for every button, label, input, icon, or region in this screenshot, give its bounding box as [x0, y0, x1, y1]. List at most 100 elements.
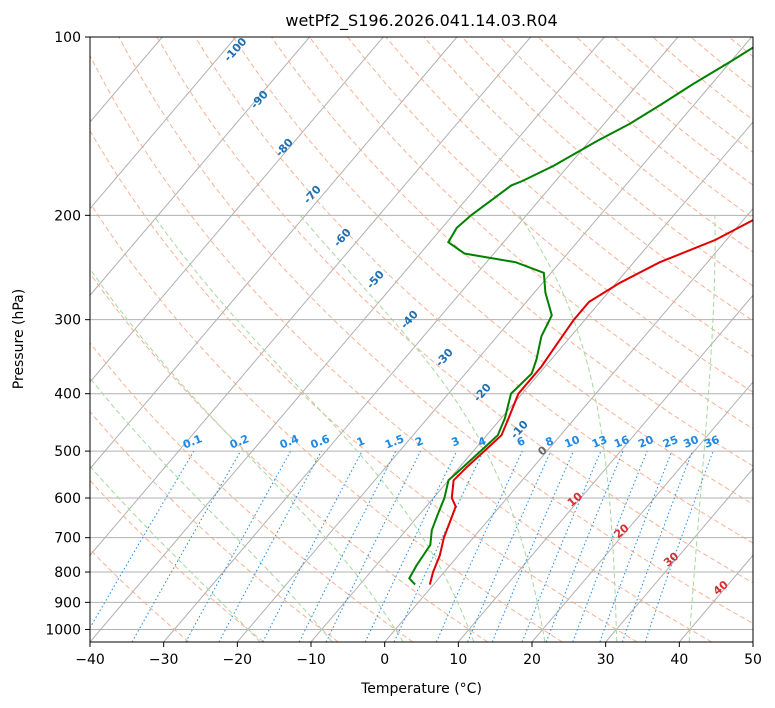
mixing-ratio-label: 1.5 [383, 432, 406, 451]
isotherm--30 [163, 37, 679, 642]
dry-adiabat-20 [90, 202, 563, 642]
pseudo-adiabat-label: -30 [433, 346, 456, 370]
pseudo-adiabat-label: -20 [471, 381, 494, 405]
mixing-ratio-label: 0.2 [228, 432, 251, 451]
dry-adiabat-40 [90, 54, 712, 642]
dry-adiabat-220 [767, 37, 775, 642]
mixing-ratio-line-10 [491, 450, 574, 642]
dry-adiabat-50 [118, 37, 753, 624]
x-tick-label: −20 [223, 652, 253, 668]
isotherm--60 [90, 37, 458, 470]
mixing-ratio-label: 25 [661, 433, 680, 451]
dry-adiabat-80 [232, 37, 753, 505]
mixing-ratio-label: 10 [563, 433, 582, 451]
isotherm-50 [752, 641, 753, 642]
mixing-ratio-label: 16 [612, 433, 631, 451]
isotherm-10 [457, 294, 753, 642]
dry-adiabat-100 [309, 37, 753, 430]
dry-adiabat-60 [156, 37, 753, 584]
mixing-ratio-label: 0.4 [278, 432, 301, 451]
moist-adiabat-30 [518, 215, 618, 642]
dry-adiabat--30 [90, 548, 190, 642]
mixing-ratio-line-16 [545, 450, 624, 642]
mixing-ratio-label: 8 [544, 434, 556, 449]
dry-adiabat-160 [537, 37, 753, 219]
moist-adiabat-10 [152, 215, 475, 642]
isotherm-30 [605, 467, 753, 642]
pseudo-adiabat-label: -80 [273, 136, 296, 160]
chart-title: wetPf2_S196.2026.041.14.03.R04 [285, 11, 557, 31]
pseudo-adiabat-label: -10 [508, 418, 531, 442]
y-tick-label: 300 [54, 313, 81, 329]
dry-adiabat--20 [90, 479, 264, 642]
mixing-ratio-label: 2 [413, 434, 425, 449]
mixing-ratio-line-20 [572, 450, 648, 642]
x-tick-label: 10 [449, 652, 467, 668]
pseudo-adiabat-label: -90 [248, 88, 271, 112]
moist-adiabat--10 [90, 377, 333, 642]
mixing-ratio-line-30 [621, 450, 693, 642]
temperature-profile [428, 218, 753, 585]
mixing-ratio-line-3 [364, 450, 458, 642]
y-tick-label: 500 [54, 444, 81, 460]
pseudo-adiabat-label: -40 [398, 308, 421, 332]
dry-adiabat-180 [614, 37, 753, 153]
dry-adiabat-130 [423, 37, 753, 322]
dry-adiabat-200 [690, 37, 753, 89]
pseudo-adiabat-label: -50 [364, 268, 387, 292]
y-tick-label: 600 [54, 491, 81, 507]
mixing-ratio-label: 0.1 [181, 432, 204, 451]
plot-frame [89, 36, 754, 643]
mixing-ratio-line-8 [467, 450, 552, 642]
y-tick-label: 1000 [45, 622, 81, 638]
isotherm--70 [90, 37, 384, 383]
mixing-ratio-label: 1 [355, 434, 367, 449]
mixing-ratio-label: 4 [476, 434, 488, 449]
dry-adiabat-210 [728, 37, 753, 58]
y-tick-label: 800 [54, 565, 81, 581]
dry-adiabat-140 [461, 37, 753, 287]
isotherm--40 [90, 37, 605, 642]
x-tick-label: −30 [149, 652, 179, 668]
x-tick-label: 20 [523, 652, 541, 668]
mixing-ratio-label: 13 [590, 433, 609, 451]
x-tick-label: 0 [380, 652, 389, 668]
isotherm--80 [90, 37, 310, 297]
isotherm-label: 30 [661, 549, 681, 569]
x-tick-label: 30 [597, 652, 615, 668]
isotherm--10 [310, 121, 753, 642]
mixing-ratio-label: 30 [682, 433, 701, 451]
dewpoint-profile [408, 46, 753, 586]
mixing-ratio-line-25 [599, 450, 673, 642]
x-axis-label: Temperature (°C) [360, 681, 482, 697]
isotherm--90 [90, 37, 237, 210]
moist-adiabat-20 [299, 214, 546, 642]
dry-adiabat-30 [90, 129, 638, 642]
pseudo-adiabat-label: -60 [331, 226, 354, 250]
isotherm-label: 20 [612, 521, 632, 541]
isotherm--20 [236, 37, 752, 642]
mixing-ratio-label: 3 [450, 434, 462, 449]
isotherm-0 [384, 207, 753, 642]
isotherm-label: 40 [711, 578, 731, 598]
mixing-ratio-line-0.4 [185, 450, 292, 642]
x-tick-label: 40 [670, 652, 688, 668]
mixing-ratio-line-0.1 [90, 450, 195, 629]
x-tick-label: 50 [744, 652, 762, 668]
dry-adiabat-110 [347, 37, 753, 393]
mixing-ratio-line-0.6 [218, 450, 322, 642]
isotherm-label: 10 [565, 489, 585, 509]
dry-adiabat--10 [90, 410, 339, 642]
dry-adiabat-70 [194, 37, 753, 544]
x-tick-label: −10 [296, 652, 326, 668]
mixing-ratio-line-4 [393, 450, 484, 642]
pseudo-adiabat-label: -70 [301, 183, 324, 207]
mixing-ratio-line-36 [644, 450, 714, 642]
mixing-ratio-label: 36 [702, 433, 721, 451]
isotherm--50 [90, 37, 531, 557]
moist-adiabat-40 [688, 215, 716, 642]
y-tick-label: 100 [54, 30, 81, 46]
pseudo-adiabat-label: -100 [221, 35, 249, 64]
mixing-ratio-line-1.5 [298, 450, 397, 642]
